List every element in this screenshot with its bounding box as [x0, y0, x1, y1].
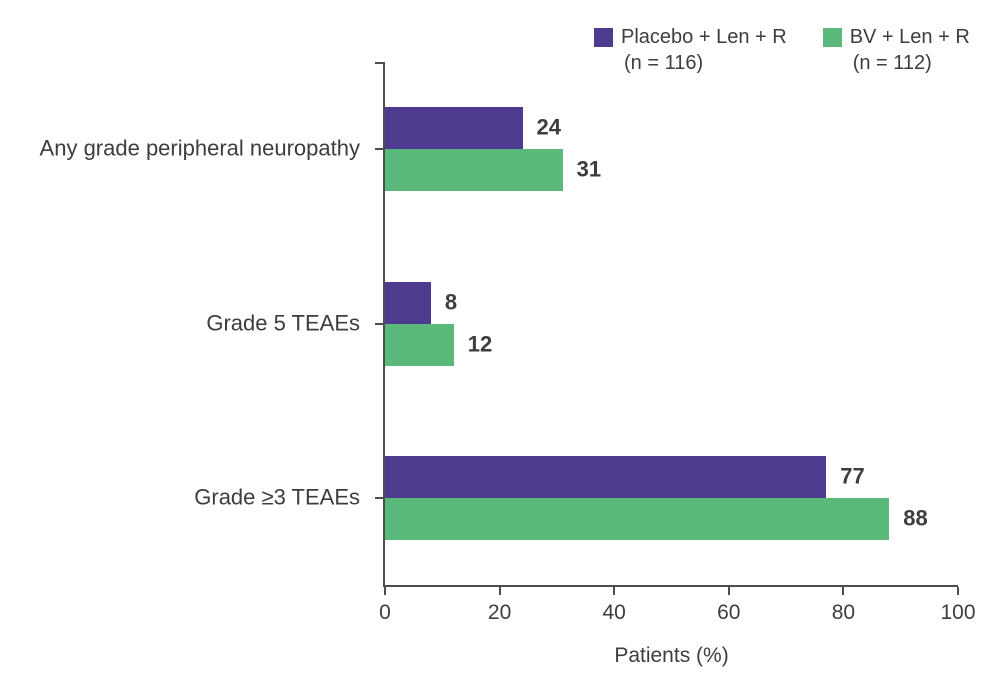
x-tick: [498, 587, 501, 595]
x-tick: [957, 587, 959, 595]
bar-bv: [385, 323, 454, 366]
x-tick: [613, 587, 616, 595]
x-tick-label: 0: [379, 601, 391, 624]
bar-value-label: 77: [840, 463, 865, 489]
bar-bv: [385, 497, 890, 540]
x-tick: [842, 587, 845, 595]
legend-text-bv: BV + Len + R (n = 112): [850, 24, 970, 76]
y-tick: [375, 496, 383, 499]
legend-text-placebo: Placebo + Len + R (n = 116): [621, 24, 787, 76]
category-label: Grade 5 TEAEs: [206, 309, 360, 335]
y-axis-end-tick: [375, 62, 383, 64]
x-axis-title: Patients (%): [614, 644, 729, 667]
legend-label-placebo: Placebo + Len + R: [621, 26, 787, 48]
legend-entry-placebo: Placebo + Len + R (n = 116): [594, 24, 787, 76]
legend-swatch-placebo-icon: [594, 28, 613, 47]
y-axis-line: [383, 62, 385, 587]
y-tick: [375, 148, 383, 151]
x-tick-label: 100: [940, 601, 976, 624]
bar-value-label: 12: [467, 330, 493, 356]
legend-n-placebo: (n = 116): [624, 52, 704, 74]
x-tick-label: 20: [487, 601, 512, 624]
bar-placebo: [385, 281, 431, 324]
bar-placebo: [385, 455, 827, 498]
x-axis-line: [383, 585, 958, 587]
x-tick-label: 80: [831, 601, 856, 624]
bar-value-label: 8: [444, 288, 458, 314]
category-label: Any grade peripheral neuropathy: [39, 135, 360, 161]
legend-entry-bv: BV + Len + R (n = 112): [822, 24, 970, 76]
legend-swatch-bv-icon: [822, 28, 842, 47]
legend-label-bv: BV + Len + R: [849, 26, 970, 48]
bar-value-label: 88: [903, 505, 928, 531]
bar-bv: [385, 149, 563, 192]
bar-value-label: 24: [536, 114, 561, 140]
x-tick-label: 40: [602, 601, 626, 624]
x-tick-label: 60: [717, 601, 741, 624]
x-tick: [727, 587, 730, 595]
legend-n-bv: (n = 112): [852, 52, 932, 74]
bar-value-label: 31: [576, 156, 602, 182]
legend: Placebo + Len + R (n = 116) BV + Len + R…: [594, 24, 970, 76]
x-tick: [384, 587, 386, 595]
bar-placebo: [385, 107, 523, 150]
category-label: Grade ≥3 TEAEs: [194, 484, 360, 510]
y-tick: [375, 322, 383, 325]
